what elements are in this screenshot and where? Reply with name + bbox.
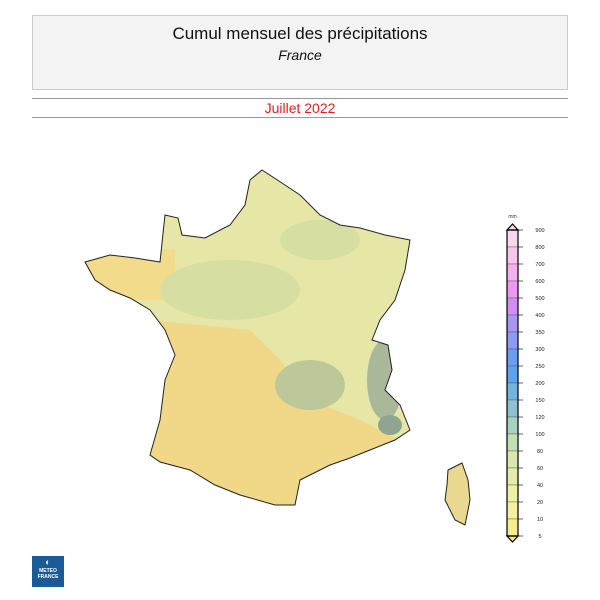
legend-label: 10 xyxy=(537,517,543,523)
legend-label: 5 xyxy=(538,534,541,540)
colorbar: mm 900 800 700 600 500 400 350 300 250 200 150 120 10… xyxy=(505,214,545,543)
legend-swatch xyxy=(506,450,519,469)
legend-label: 400 xyxy=(535,313,544,319)
legend-label: 300 xyxy=(535,347,544,353)
legend-swatch xyxy=(506,399,519,418)
legend-label: 500 xyxy=(535,296,544,302)
legend-label: 120 xyxy=(535,415,544,421)
france-mainland xyxy=(85,170,410,505)
corsica xyxy=(444,462,471,526)
legend-swatch xyxy=(506,501,519,520)
legend-swatch xyxy=(506,229,519,248)
legend-label: 20 xyxy=(537,500,543,506)
legend-label: 150 xyxy=(535,398,544,404)
legend-label: 60 xyxy=(537,466,543,472)
legend-unit: mm xyxy=(508,214,516,220)
map-title: Cumul mensuel des précipitations xyxy=(172,24,428,43)
period-label: Juillet 2022 xyxy=(32,98,568,118)
legend-swatch xyxy=(506,433,519,452)
legend-swatch xyxy=(506,382,519,401)
legend-swatch xyxy=(506,246,519,265)
legend-label: 200 xyxy=(535,381,544,387)
legend-swatch xyxy=(506,314,519,333)
legend-label: 900 xyxy=(535,228,544,234)
legend-label: 40 xyxy=(537,483,543,489)
legend-top-arrow xyxy=(505,223,520,231)
legend-swatch xyxy=(506,484,519,503)
legend-label: 800 xyxy=(535,245,544,251)
legend-label: 100 xyxy=(535,432,544,438)
title-box: Cumul mensuel des précipitations France xyxy=(32,15,568,90)
legend-bottom-arrow xyxy=(505,535,520,543)
legend-swatch xyxy=(506,467,519,486)
map-subtitle: France xyxy=(278,47,322,63)
legend-swatch xyxy=(506,365,519,384)
legend-swatch xyxy=(506,518,519,537)
meteo-france-logo: ◐ METEO FRANCE xyxy=(32,556,64,587)
legend-label: 700 xyxy=(535,262,544,268)
legend-swatch xyxy=(506,416,519,435)
legend-swatch xyxy=(506,263,519,282)
legend-label: 250 xyxy=(535,364,544,370)
legend-label: 600 xyxy=(535,279,544,285)
legend-swatch xyxy=(506,297,519,316)
legend-swatch xyxy=(506,348,519,367)
legend-label: 80 xyxy=(537,449,543,455)
legend-label: 350 xyxy=(535,330,544,336)
legend-swatch xyxy=(506,331,519,350)
legend-swatch xyxy=(506,280,519,299)
